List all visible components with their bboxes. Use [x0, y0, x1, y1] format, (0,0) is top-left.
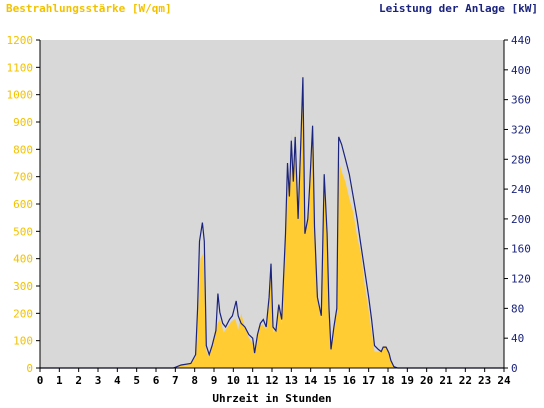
left-tick-label: 600: [13, 198, 33, 211]
right-tick-label: 440: [511, 34, 531, 47]
x-tick-label: 16: [343, 374, 357, 387]
left-tick-label: 800: [13, 143, 33, 156]
left-tick-label: 1200: [7, 34, 34, 47]
right-tick-label: 160: [511, 243, 531, 256]
x-tick-label: 3: [95, 374, 102, 387]
power-line: [40, 77, 504, 369]
left-tick-label: 1100: [7, 61, 34, 74]
x-tick-label: 22: [459, 374, 472, 387]
x-tick-label: 17: [362, 374, 375, 387]
left-axis-label: Bestrahlungsstärke [W/qm]: [6, 2, 172, 15]
left-tick-label: 500: [13, 225, 33, 238]
x-tick-label: 4: [114, 374, 121, 387]
x-tick-label: 14: [304, 374, 318, 387]
x-tick-label: 23: [478, 374, 491, 387]
x-axis-label: Uhrzeit in Stunden: [212, 392, 331, 405]
x-tick-label: 12: [265, 374, 278, 387]
right-tick-label: 40: [511, 332, 524, 345]
x-tick-label: 19: [401, 374, 414, 387]
x-tick-label: 24: [497, 374, 511, 387]
x-tick-label: 0: [37, 374, 44, 387]
right-tick-label: 400: [511, 64, 531, 77]
right-tick-label: 280: [511, 153, 531, 166]
x-tick-label: 13: [285, 374, 298, 387]
x-tick-label: 9: [211, 374, 218, 387]
x-tick-label: 11: [246, 374, 260, 387]
right-tick-label: 360: [511, 94, 531, 107]
x-tick-label: 7: [172, 374, 179, 387]
left-tick-label: 0: [26, 362, 33, 375]
x-tick-label: 6: [153, 374, 160, 387]
left-tick-label: 300: [13, 280, 33, 293]
right-tick-label: 120: [511, 273, 531, 286]
tick-labels-layer: 0 1 2 3 4 5 6 7 8 9 10 11 12 13 14 15 16 17 18 19 20 21 22 23 24…: [7, 34, 531, 387]
left-tick-label: 200: [13, 307, 33, 320]
right-axis-label: Leistung der Anlage [kW]: [379, 2, 538, 15]
left-tick-label: 700: [13, 171, 33, 184]
right-tick-label: 320: [511, 123, 531, 136]
x-tick-label: 18: [381, 374, 394, 387]
power-line-layer: [40, 77, 504, 369]
x-tick-label: 10: [227, 374, 240, 387]
x-tick-label: 15: [323, 374, 336, 387]
right-tick-label: 0: [511, 362, 518, 375]
right-tick-label: 80: [511, 302, 524, 315]
x-tick-label: 1: [56, 374, 63, 387]
right-tick-label: 240: [511, 183, 531, 196]
right-tick-label: 200: [511, 213, 531, 226]
x-tick-label: 2: [75, 374, 82, 387]
left-tick-label: 900: [13, 116, 33, 129]
x-tick-label: 21: [439, 374, 453, 387]
left-tick-label: 400: [13, 253, 33, 266]
x-tick-label: 20: [420, 374, 433, 387]
left-tick-label: 100: [13, 335, 33, 348]
x-tick-label: 8: [191, 374, 198, 387]
left-tick-label: 1000: [7, 89, 34, 102]
x-tick-label: 5: [133, 374, 140, 387]
